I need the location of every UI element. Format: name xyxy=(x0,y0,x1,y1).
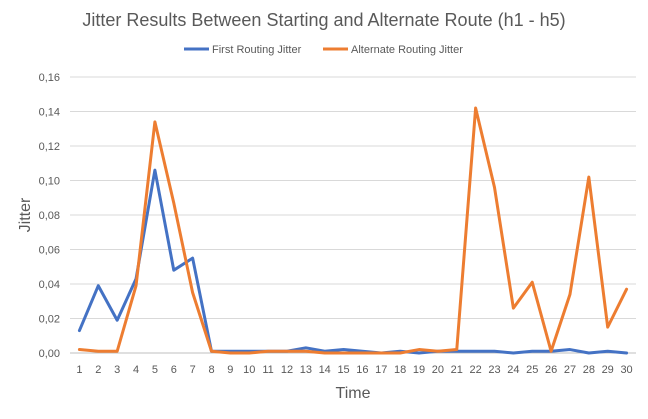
x-tick-label: 14 xyxy=(319,364,331,376)
y-tick-label: 0,16 xyxy=(39,72,60,84)
y-tick-label: 0,14 xyxy=(39,107,60,119)
x-axis-ticks: 1 2 3 4 5 6 7 8 9 10 11 12 13 14 15 16 17 18 19 20 21 22 23 24 2… xyxy=(76,364,632,376)
x-tick-label: 19 xyxy=(413,364,425,376)
x-tick-label: 8 xyxy=(208,364,214,376)
x-tick-label: 10 xyxy=(243,364,255,376)
x-tick-label: 6 xyxy=(171,364,177,376)
gridlines xyxy=(70,76,636,354)
x-tick-label: 18 xyxy=(394,364,406,376)
x-tick-label: 27 xyxy=(564,364,576,376)
chart-title: Jitter Results Between Starting and Alte… xyxy=(82,10,565,30)
y-tick-label: 0,08 xyxy=(39,210,60,222)
x-tick-label: 1 xyxy=(76,364,82,376)
x-tick-label: 28 xyxy=(583,364,595,376)
x-tick-label: 29 xyxy=(602,364,614,376)
legend-label-alternate: Alternate Routing Jitter xyxy=(351,44,463,56)
y-tick-label: 0,02 xyxy=(39,314,60,326)
y-tick-label: 0,04 xyxy=(39,279,60,291)
x-tick-label: 3 xyxy=(114,364,120,376)
x-tick-label: 9 xyxy=(227,364,233,376)
x-tick-label: 15 xyxy=(337,364,349,376)
x-tick-label: 22 xyxy=(470,364,482,376)
x-tick-label: 26 xyxy=(545,364,557,376)
x-tick-label: 17 xyxy=(375,364,387,376)
series-line-first-routing xyxy=(77,168,629,355)
x-tick-label: 16 xyxy=(356,364,368,376)
x-tick-label: 20 xyxy=(432,364,444,376)
y-axis-ticks: 0,00 0,02 0,04 0,06 0,08 0,10 0,12 0,14 0,16 xyxy=(39,72,60,360)
y-axis-title: Jitter xyxy=(17,197,34,232)
x-tick-label: 23 xyxy=(488,364,500,376)
x-tick-label: 30 xyxy=(620,364,632,376)
x-tick-label: 25 xyxy=(526,364,538,376)
x-tick-label: 21 xyxy=(451,364,463,376)
y-tick-label: 0,06 xyxy=(39,245,60,257)
legend: First Routing Jitter Alternate Routing J… xyxy=(184,44,463,56)
x-tick-label: 11 xyxy=(262,364,273,376)
x-tick-label: 5 xyxy=(152,364,158,376)
series-line-alternate-routing xyxy=(77,106,629,355)
x-tick-label: 7 xyxy=(190,364,196,376)
x-tick-label: 13 xyxy=(300,364,312,376)
y-tick-label: 0,00 xyxy=(39,348,60,360)
x-tick-label: 12 xyxy=(281,364,293,376)
legend-label-first: First Routing Jitter xyxy=(212,44,302,56)
x-tick-label: 24 xyxy=(507,364,519,376)
x-axis-title: Time xyxy=(336,385,371,402)
x-tick-label: 4 xyxy=(133,364,139,376)
x-tick-label: 2 xyxy=(95,364,101,376)
y-tick-label: 0,10 xyxy=(39,176,60,188)
series-lines xyxy=(77,106,629,355)
y-tick-label: 0,12 xyxy=(39,141,60,153)
